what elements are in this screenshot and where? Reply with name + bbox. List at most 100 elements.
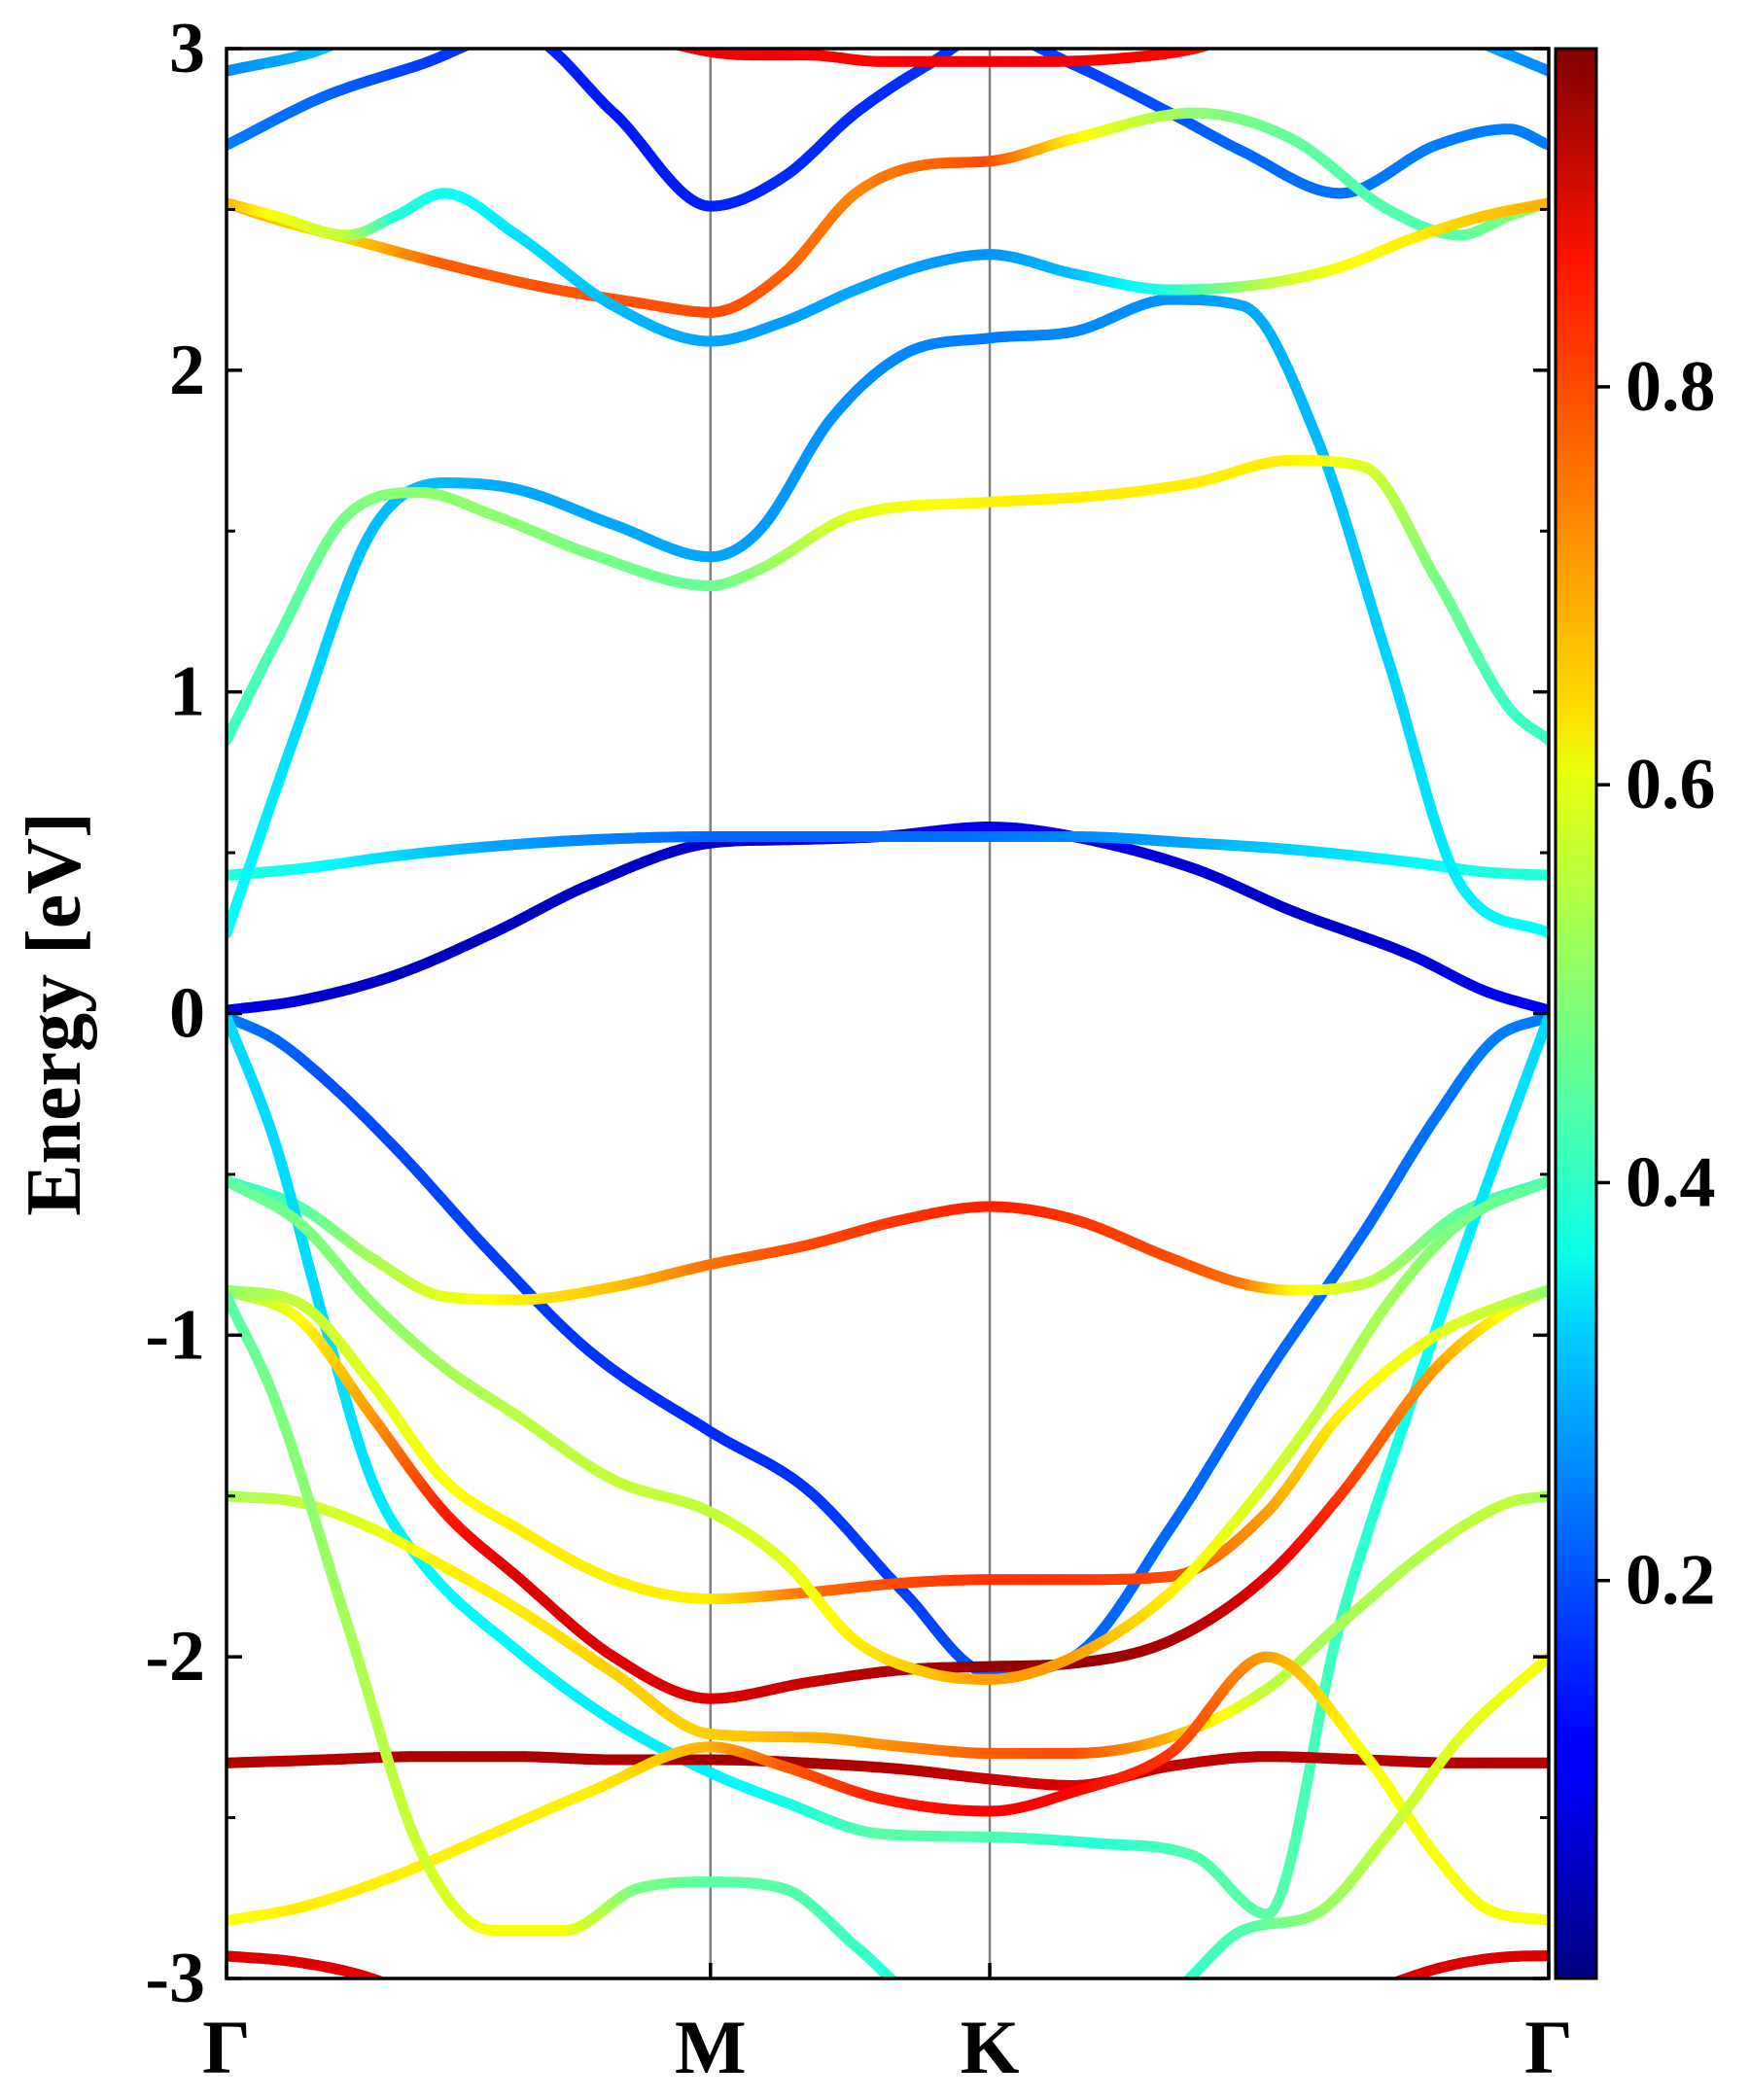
band-3 [227, 294, 1549, 939]
band-segment [1440, 24, 1443, 26]
band-segment [1271, 18, 1274, 20]
band-segment [399, 8, 402, 10]
band-segment [417, 0, 420, 1]
band-segment [1234, 35, 1237, 36]
band-segment [371, 22, 374, 24]
band-segment [1421, 15, 1424, 17]
band-segment [659, 40, 662, 41]
band-segment [1222, 40, 1225, 41]
band-segment [1434, 21, 1437, 23]
band-segment [968, 38, 971, 40]
band-segment [529, 35, 532, 36]
band-segment [1428, 18, 1431, 20]
band-segment [1261, 22, 1264, 24]
band-segment [360, 29, 363, 31]
band-segment [962, 41, 964, 43]
band-segment [523, 33, 526, 34]
band-segment [1029, 49, 1034, 50]
band-segment [348, 36, 351, 38]
band-segment [983, 33, 986, 34]
band-segment [998, 33, 1001, 34]
band-segment [1252, 27, 1255, 28]
band-segment [980, 33, 983, 34]
band-segment [977, 34, 980, 35]
band-segment [1304, 3, 1307, 4]
band-segment [676, 49, 688, 52]
band-segment [673, 49, 685, 52]
band-segment [366, 26, 368, 28]
band-segment [1277, 16, 1279, 18]
band-segment [1013, 37, 1016, 38]
band-segment [341, 39, 344, 41]
band-segment [490, 36, 493, 37]
band-segment [566, 0, 569, 1]
band-segment [1001, 34, 1004, 35]
band-7 [227, 188, 1549, 347]
band-segment [351, 35, 354, 37]
band-segment [1301, 5, 1304, 6]
band-segment [1268, 19, 1271, 21]
band-segment [648, 36, 650, 37]
band-5 [227, 33, 1549, 212]
band-segment [1410, 6, 1413, 8]
band-segment [641, 34, 644, 35]
band-segment [1279, 14, 1282, 15]
band-segment [535, 38, 538, 40]
band-segment [477, 40, 480, 41]
band-segment [375, 21, 378, 23]
band-segment [324, 49, 336, 52]
band-segment [605, 18, 608, 19]
band-segment [656, 39, 659, 40]
band-segment [338, 41, 341, 43]
band-segment [671, 49, 678, 50]
band-segment [496, 35, 499, 36]
band-segment [1231, 36, 1234, 37]
band-segment [1310, 0, 1312, 2]
band-segment [520, 33, 523, 34]
band-segment [678, 49, 692, 52]
band-segment [613, 22, 616, 23]
band-segment [502, 33, 505, 34]
band-segment [1298, 6, 1301, 7]
band-segment [645, 35, 648, 36]
band-segment [1004, 34, 1007, 35]
band-segment [384, 16, 387, 18]
band-segment [328, 49, 338, 51]
band-segment [1295, 8, 1298, 9]
band-segment [363, 28, 366, 30]
band-segment [1470, 38, 1473, 39]
band-segment [1249, 28, 1252, 29]
band-segment [1307, 2, 1310, 4]
band-segment [1407, 4, 1410, 6]
band-segment [1016, 38, 1019, 39]
band-segment [1228, 37, 1231, 38]
band-segment [575, 4, 578, 5]
band-segment [608, 19, 611, 21]
band-segment [662, 41, 665, 42]
band-segment [474, 41, 477, 42]
band-segment [572, 3, 575, 4]
band-4 [227, 455, 1549, 746]
band-segment [1431, 19, 1434, 21]
band-segment [484, 38, 487, 39]
band-segment [580, 7, 583, 8]
band-segment [1416, 10, 1418, 12]
band-segment [381, 18, 384, 19]
band-segment [487, 37, 490, 38]
band-segment [578, 5, 580, 6]
band-segment [626, 28, 629, 29]
band-segment [368, 24, 371, 26]
band-segment [532, 36, 535, 38]
high-symmetry-lines [709, 49, 992, 1978]
band-segment [611, 20, 613, 22]
band-segment [971, 36, 974, 37]
band-segment [668, 43, 671, 44]
band-segment [405, 5, 408, 6]
band-segment [1467, 37, 1470, 38]
band-segment [1265, 21, 1268, 23]
band-segment [1019, 39, 1022, 40]
band-segment [665, 42, 668, 43]
band-2 [227, 831, 1549, 881]
band-segment [411, 3, 414, 4]
